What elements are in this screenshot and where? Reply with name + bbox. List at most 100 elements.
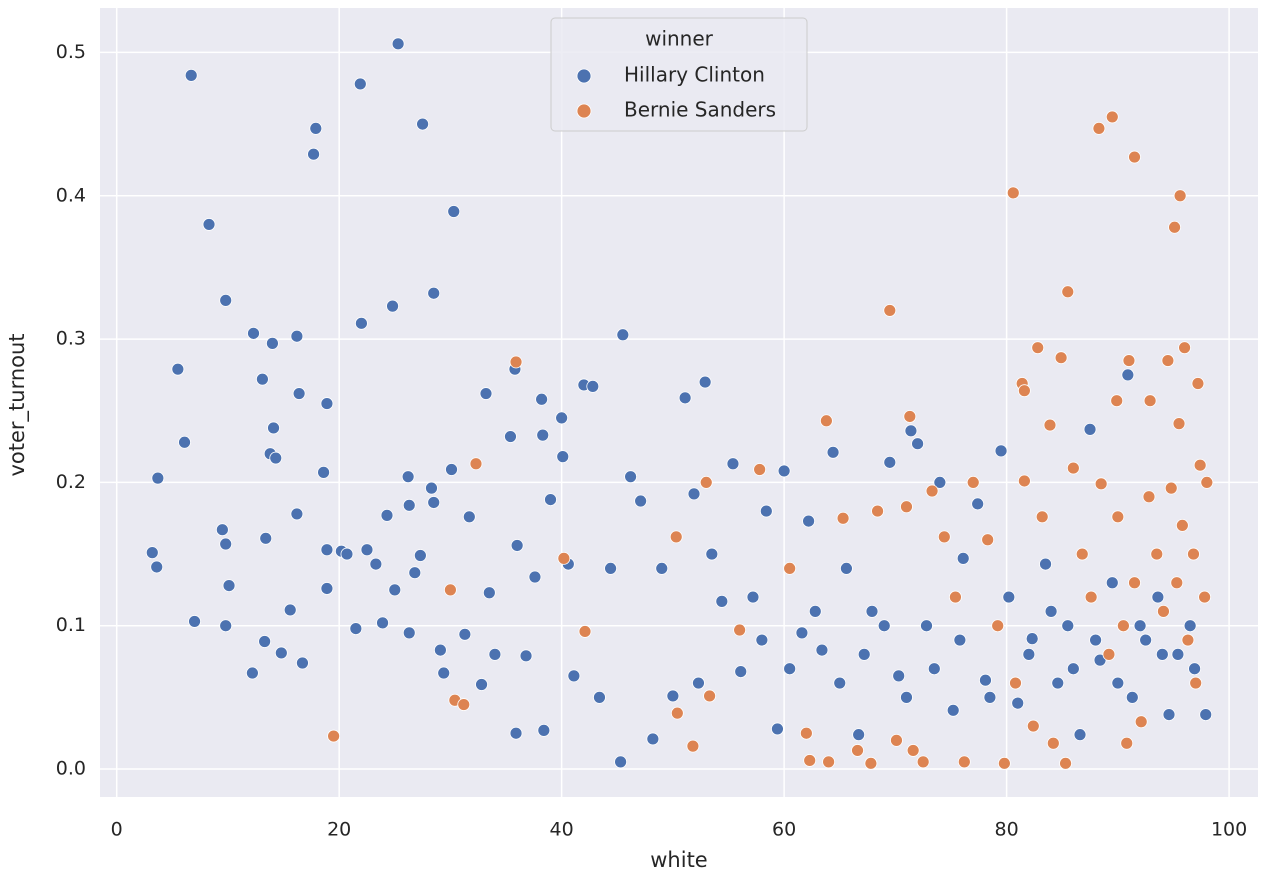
point bbox=[458, 627, 472, 641]
point bbox=[815, 643, 829, 657]
point bbox=[1043, 418, 1057, 432]
legend-marker bbox=[576, 68, 592, 84]
point bbox=[1094, 477, 1108, 491]
point bbox=[401, 470, 415, 484]
legend-label: Bernie Sanders bbox=[624, 98, 776, 122]
point bbox=[1073, 728, 1087, 742]
point bbox=[966, 476, 980, 489]
point bbox=[433, 643, 447, 657]
point bbox=[353, 77, 367, 91]
point bbox=[852, 728, 866, 742]
point bbox=[624, 470, 638, 484]
legend-title: winner bbox=[645, 27, 714, 51]
point bbox=[703, 689, 716, 703]
point bbox=[283, 603, 297, 617]
point bbox=[269, 451, 283, 465]
point bbox=[290, 507, 304, 521]
point bbox=[699, 476, 713, 489]
point bbox=[1187, 547, 1200, 561]
point bbox=[444, 583, 457, 597]
point bbox=[245, 666, 259, 680]
point bbox=[925, 484, 939, 498]
point bbox=[836, 511, 850, 525]
y-axis-label: voter_turnout bbox=[5, 333, 30, 476]
point bbox=[528, 570, 542, 584]
point bbox=[753, 463, 767, 476]
point bbox=[222, 579, 236, 592]
point bbox=[953, 633, 967, 647]
point bbox=[557, 551, 571, 565]
point bbox=[865, 604, 879, 618]
point bbox=[726, 457, 740, 471]
x-tick-label: 0 bbox=[111, 819, 123, 841]
point bbox=[686, 739, 700, 753]
point bbox=[1084, 590, 1098, 604]
point bbox=[1142, 490, 1156, 504]
point bbox=[1143, 394, 1157, 408]
point bbox=[1044, 604, 1058, 618]
point bbox=[292, 387, 306, 400]
point bbox=[808, 604, 822, 618]
point bbox=[1122, 354, 1136, 367]
point bbox=[1009, 676, 1022, 690]
point bbox=[981, 533, 995, 547]
point bbox=[911, 437, 925, 451]
point bbox=[1092, 121, 1106, 135]
point bbox=[971, 497, 985, 511]
point bbox=[1164, 481, 1178, 495]
point bbox=[427, 496, 441, 509]
point bbox=[290, 329, 304, 343]
point bbox=[634, 494, 648, 508]
point bbox=[851, 744, 864, 757]
point bbox=[927, 662, 941, 676]
point bbox=[567, 669, 581, 683]
point bbox=[256, 372, 269, 386]
legend-box bbox=[550, 17, 808, 132]
point bbox=[1120, 736, 1134, 750]
point bbox=[994, 444, 1008, 458]
point bbox=[475, 678, 488, 691]
point bbox=[469, 457, 483, 471]
point bbox=[715, 594, 729, 608]
x-tick-label: 40 bbox=[550, 819, 574, 841]
point bbox=[904, 424, 918, 438]
point bbox=[678, 391, 692, 405]
point bbox=[1193, 458, 1207, 472]
point bbox=[1025, 632, 1039, 646]
point bbox=[416, 117, 429, 131]
point bbox=[614, 755, 627, 769]
point bbox=[692, 676, 705, 690]
point bbox=[983, 690, 997, 704]
point bbox=[145, 546, 159, 560]
point bbox=[759, 504, 773, 518]
point bbox=[402, 626, 416, 640]
point bbox=[1133, 619, 1147, 633]
point bbox=[949, 590, 962, 604]
point bbox=[402, 498, 416, 512]
point bbox=[266, 336, 279, 350]
point bbox=[783, 561, 797, 575]
point bbox=[783, 662, 797, 676]
point bbox=[391, 37, 405, 51]
point bbox=[320, 582, 334, 595]
point bbox=[1175, 519, 1189, 532]
point bbox=[956, 551, 970, 565]
point bbox=[1162, 708, 1176, 721]
point bbox=[946, 703, 960, 717]
point bbox=[795, 626, 809, 640]
point bbox=[1035, 510, 1049, 524]
point bbox=[259, 531, 273, 545]
point bbox=[705, 547, 719, 561]
point bbox=[900, 690, 913, 704]
point bbox=[188, 615, 201, 628]
point bbox=[1200, 476, 1214, 489]
point bbox=[687, 487, 701, 501]
point bbox=[510, 539, 524, 552]
point bbox=[340, 547, 354, 561]
point bbox=[733, 623, 747, 637]
point bbox=[1128, 576, 1141, 590]
point bbox=[1111, 510, 1125, 524]
point bbox=[380, 508, 394, 522]
point bbox=[376, 616, 389, 630]
